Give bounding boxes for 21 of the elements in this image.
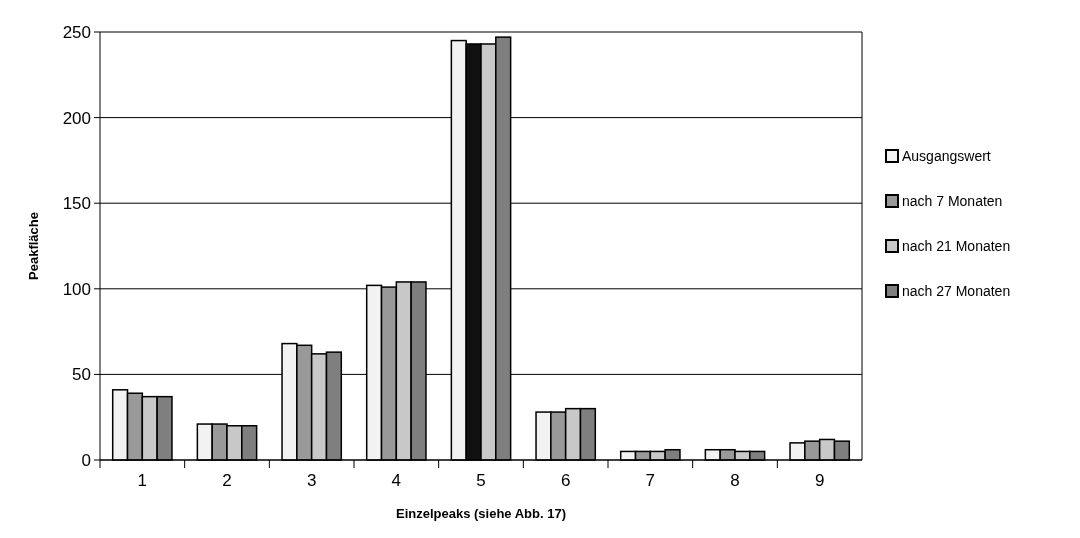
y-tick-label: 0 <box>81 450 91 470</box>
x-tick-label: 3 <box>306 471 317 490</box>
y-tick-label: 200 <box>62 108 91 128</box>
x-tick-label: 7 <box>645 471 656 490</box>
legend-label: nach 27 Monaten <box>902 282 1011 299</box>
x-tick-label: 2 <box>222 471 232 490</box>
x-tick-label: 5 <box>476 471 486 490</box>
y-tick-label: 50 <box>72 365 91 385</box>
x-tick-label: 9 <box>814 471 825 490</box>
legend-label: nach 21 Monaten <box>902 237 1011 254</box>
x-tick-label: 4 <box>391 471 402 490</box>
y-axis-title: Peakfläche <box>26 212 41 280</box>
y-tick-label: 150 <box>62 194 91 214</box>
x-tick-label: 1 <box>137 471 148 490</box>
x-tick-label: 8 <box>730 471 740 490</box>
y-tick-label: 250 <box>62 22 91 42</box>
y-tick-label: 100 <box>62 279 91 299</box>
legend-label: Ausgangswert <box>902 147 991 164</box>
x-tick-label: 6 <box>560 471 571 490</box>
legend-label: nach 7 Monaten <box>902 192 1003 209</box>
x-axis-title: Einzelpeaks (siehe Abb. 17) <box>395 506 567 521</box>
